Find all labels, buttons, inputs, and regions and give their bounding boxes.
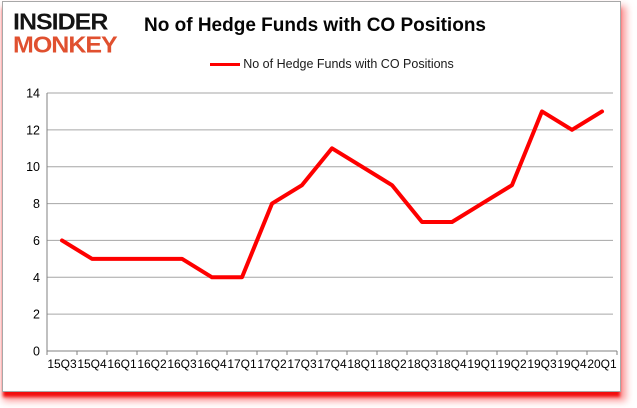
logo-line-insider: INSIDER [13, 9, 108, 35]
x-axis-label: 20Q1 [587, 357, 617, 371]
chart-card [2, 1, 621, 392]
y-axis-label: 2 [33, 308, 40, 322]
data-line [60, 109, 604, 280]
y-axis-label: 4 [33, 271, 40, 285]
chart-title: No of Hedge Funds with CO Positions [144, 15, 486, 36]
legend-line-swatch [210, 62, 241, 66]
x-axis-label: 15Q4 [77, 357, 107, 371]
x-axis-label: 18Q2 [377, 357, 407, 371]
chart-legend: No of Hedge Funds with CO Positions [47, 57, 617, 71]
y-axis-label: 0 [33, 345, 40, 359]
x-axis-label: 18Q1 [347, 357, 377, 371]
x-axis-label: 16Q1 [107, 357, 137, 371]
x-axis-label: 19Q3 [527, 357, 557, 371]
x-axis-label: 17Q3 [287, 357, 317, 371]
x-axis-label: 15Q3 [47, 357, 77, 371]
legend-label: No of Hedge Funds with CO Positions [243, 57, 454, 71]
y-axis-label: 12 [26, 123, 40, 137]
x-axis-label: 16Q4 [197, 357, 227, 371]
logo-line-monkey: MONKEY [13, 32, 118, 58]
y-axis-label: 10 [26, 160, 40, 174]
y-axis-label: 8 [33, 197, 40, 211]
y-axis-label: 6 [33, 234, 40, 248]
x-axis-label: 16Q3 [167, 357, 197, 371]
x-axis-label: 17Q2 [257, 357, 287, 371]
x-axis-label: 16Q2 [137, 357, 167, 371]
x-axis-label: 19Q2 [497, 357, 527, 371]
x-axis-label: 19Q1 [467, 357, 497, 371]
x-axis-label: 18Q3 [407, 357, 437, 371]
x-axis-label: 17Q4 [317, 357, 347, 371]
x-axis-label: 18Q4 [437, 357, 467, 371]
insider-monkey-logo: INSIDER MONKEY [13, 9, 118, 58]
y-axis-label: 14 [26, 87, 40, 101]
x-axis-label: 17Q1 [227, 357, 257, 371]
x-axis-label: 19Q4 [557, 357, 587, 371]
